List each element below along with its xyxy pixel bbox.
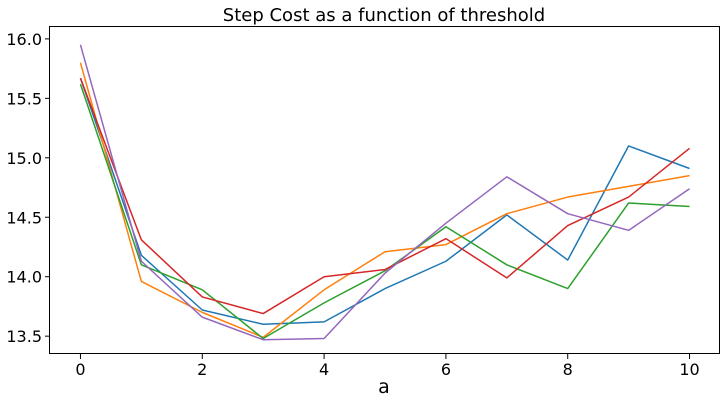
y-tick-label: 15.5: [6, 89, 42, 108]
y-tick-label: 13.5: [6, 327, 42, 346]
series-layer: [79, 44, 691, 341]
series-line-4: [79, 77, 691, 315]
y-tick-label: 14.0: [6, 268, 42, 287]
x-tick-label: 2: [197, 360, 207, 379]
y-tick-label: 16.0: [6, 30, 42, 49]
x-tick-label: 8: [563, 360, 573, 379]
x-axis: 0 2 4 6 8 10: [75, 354, 700, 379]
x-tick-label: 6: [441, 360, 451, 379]
x-axis-label: a: [378, 376, 390, 398]
plot-frame: [49, 26, 720, 354]
y-axis: 13.5 14.0 14.5 15.0 15.5 16.0: [6, 30, 50, 346]
y-tick-label: 14.5: [6, 208, 42, 227]
x-tick-label: 4: [319, 360, 329, 379]
series-line-5: [79, 44, 690, 341]
x-tick-label: 0: [75, 360, 85, 379]
series-line-3: [79, 83, 690, 340]
chart-title: Step Cost as a function of threshold: [223, 5, 545, 26]
y-tick-label: 15.0: [6, 149, 42, 168]
series-line-1: [79, 77, 690, 326]
series-line-2: [79, 62, 690, 339]
x-tick-label: 10: [679, 360, 699, 379]
